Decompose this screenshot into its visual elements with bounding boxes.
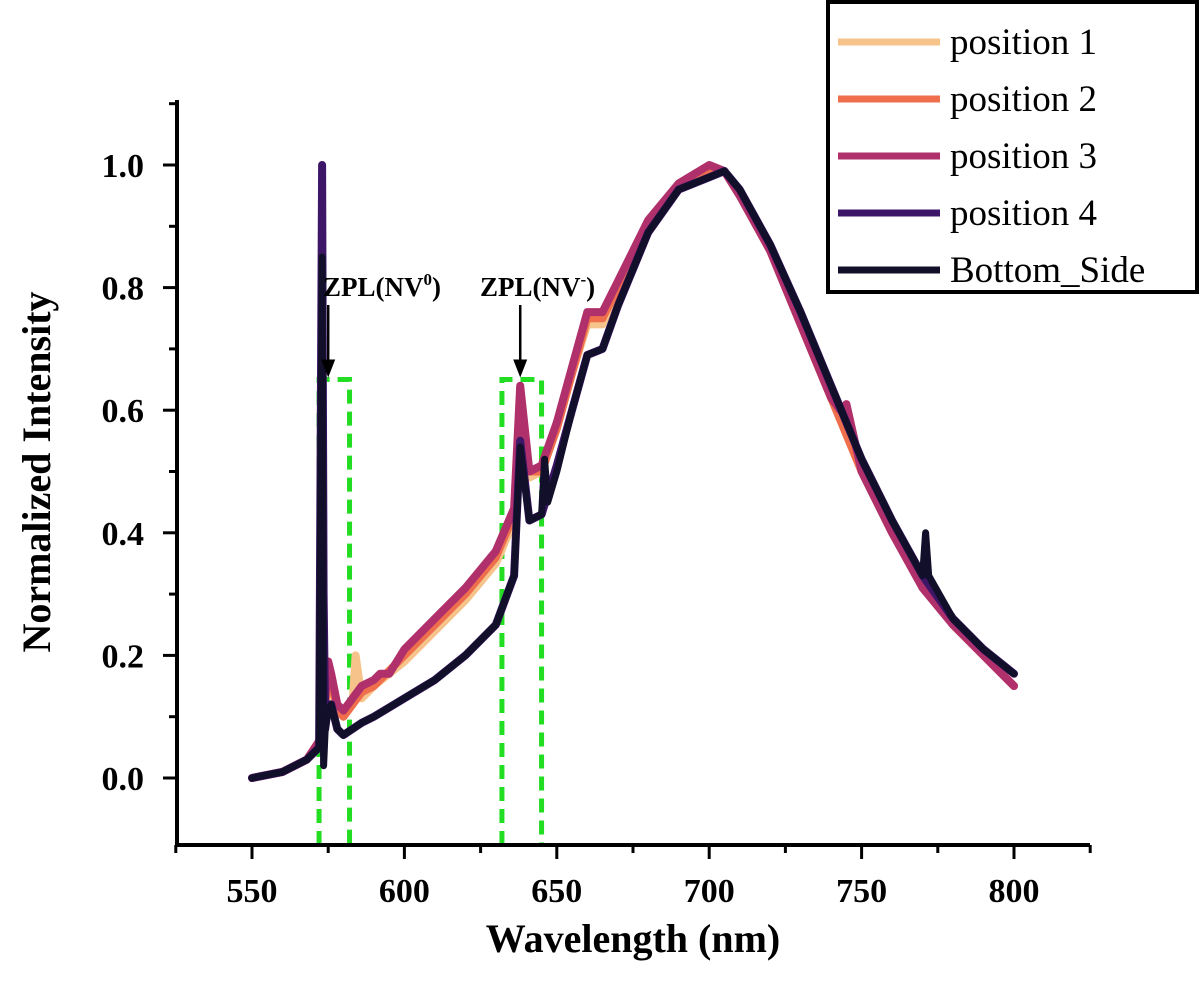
legend-label: position 2 bbox=[950, 79, 1097, 120]
annotations: ZPL(NV0) ZPL(NV-) bbox=[321, 270, 595, 378]
highlight-boxes bbox=[316, 377, 545, 845]
series-lines bbox=[248, 161, 1018, 782]
zpl-annotation-1: ZPL(NV0) bbox=[323, 270, 441, 302]
ticks: 550 600 650 700 750 800 0.0 0.2 0.4 0.6 0.8 1.0 bbox=[102, 102, 1092, 910]
x-tick-label: 550 bbox=[227, 873, 278, 910]
y-tick-label: 0.6 bbox=[102, 393, 145, 430]
zpl-arrow-head-1 bbox=[321, 359, 336, 378]
legend-box bbox=[826, 0, 1199, 294]
y-tick-label: 0.4 bbox=[102, 516, 145, 553]
y-tick-label: 0.0 bbox=[102, 761, 145, 798]
x-tick-label: 750 bbox=[836, 873, 887, 910]
y-tick-label: 0.8 bbox=[102, 271, 145, 308]
legend-label: position 3 bbox=[950, 136, 1097, 177]
x-tick-label: 650 bbox=[531, 873, 582, 910]
x-tick-label: 700 bbox=[684, 873, 735, 910]
x-tick-label: 800 bbox=[989, 873, 1040, 910]
y-axis-label: Normalized Intensity bbox=[14, 291, 59, 652]
legend: position 1 position 2 position 3 position 4… bbox=[826, 0, 1199, 294]
y-tick-label: 1.0 bbox=[102, 148, 145, 185]
legend-label: position 1 bbox=[950, 22, 1097, 63]
zpl-arrow-head-2 bbox=[513, 359, 528, 378]
zpl-annotation-2: ZPL(NV-) bbox=[480, 270, 595, 302]
y-tick-label: 0.2 bbox=[102, 638, 145, 675]
legend-label: position 4 bbox=[950, 193, 1097, 234]
x-axis-label: Wavelength (nm) bbox=[486, 916, 780, 961]
series-line-bottom-side bbox=[248, 167, 1018, 782]
x-tick-label: 600 bbox=[379, 873, 430, 910]
legend-label: Bottom_Side bbox=[950, 250, 1145, 291]
